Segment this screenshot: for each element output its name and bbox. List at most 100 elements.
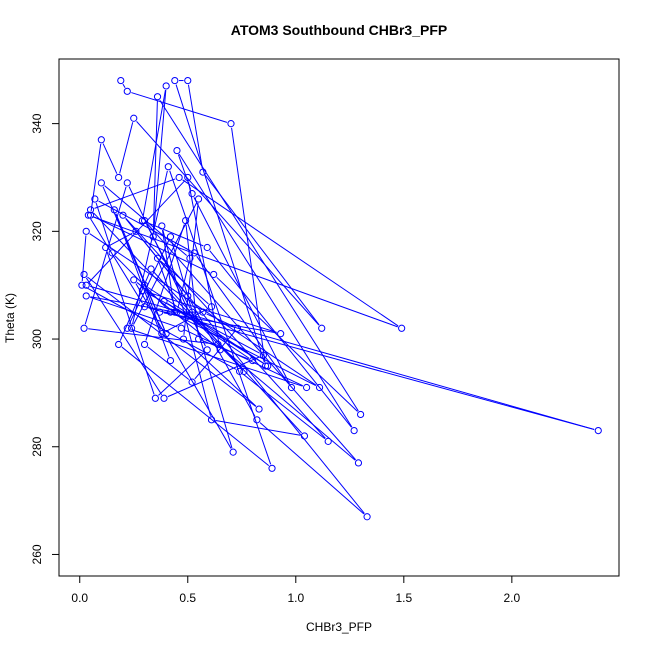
data-point <box>156 308 164 316</box>
data-point <box>82 292 90 300</box>
x-tick-label: 0.5 <box>179 591 196 605</box>
data-point <box>184 76 192 85</box>
data-point <box>158 222 166 230</box>
series-segment <box>152 100 158 233</box>
data-point <box>177 324 185 332</box>
series-segment <box>167 303 250 359</box>
data-series <box>78 76 602 521</box>
data-point <box>162 330 170 338</box>
series-segment <box>169 170 272 465</box>
data-point <box>82 281 90 289</box>
series-segment <box>193 197 290 385</box>
series-segment <box>81 235 87 282</box>
data-point <box>229 448 237 456</box>
series-segment <box>84 186 127 325</box>
data-point <box>268 464 276 472</box>
x-axis: 0.0 0.5 1.0 1.5 2.0 <box>71 575 521 605</box>
series-segment <box>216 276 358 412</box>
data-point <box>140 340 149 349</box>
data-point <box>194 335 203 343</box>
series-segment <box>146 223 357 461</box>
series-segment <box>131 329 303 387</box>
data-point <box>315 383 324 392</box>
series-segment <box>94 178 176 209</box>
y-tick-label: 300 <box>30 329 44 349</box>
data-point <box>184 173 192 182</box>
data-point <box>188 378 196 386</box>
data-point <box>151 394 159 402</box>
data-point <box>354 459 363 467</box>
x-tick-label: 0.0 <box>71 591 88 605</box>
data-point <box>207 303 216 311</box>
data-point <box>363 513 371 521</box>
data-point <box>110 206 118 214</box>
series-segment <box>93 212 242 369</box>
data-point <box>86 211 95 219</box>
series-segment <box>102 143 118 174</box>
data-point <box>233 324 242 332</box>
data-point <box>160 394 168 402</box>
y-tick-label: 260 <box>30 544 44 564</box>
data-point <box>130 276 138 284</box>
series-segment <box>220 346 356 461</box>
data-point <box>171 308 179 316</box>
data-point <box>164 163 172 171</box>
series-segment <box>175 84 265 363</box>
data-point <box>127 324 136 332</box>
data-point <box>357 410 365 419</box>
data-point <box>175 173 183 182</box>
data-point <box>140 216 149 225</box>
series-segment <box>147 287 265 365</box>
series-segment <box>85 277 163 396</box>
x-axis-label: CHBr3_PFP <box>306 620 372 634</box>
data-point <box>160 297 168 305</box>
series-segment <box>165 308 209 333</box>
data-point <box>166 233 175 241</box>
series-segment <box>177 262 190 309</box>
series-segment <box>148 307 595 430</box>
series-segment <box>153 90 167 233</box>
data-point <box>259 351 267 359</box>
series-segment <box>115 213 165 330</box>
series-segment <box>259 422 365 515</box>
x-tick-label: 1.0 <box>287 591 304 605</box>
series-segment <box>88 180 186 283</box>
series-segment <box>161 230 175 309</box>
series-segment <box>159 99 359 412</box>
series-segment <box>98 200 191 252</box>
y-tick-label: 340 <box>30 113 44 133</box>
series-segment <box>146 291 277 333</box>
series-segment <box>182 179 399 327</box>
data-point <box>188 308 196 316</box>
series-segment <box>153 271 302 434</box>
series-segment <box>145 288 161 330</box>
data-point <box>123 87 131 95</box>
data-point <box>240 367 248 375</box>
data-point <box>199 308 207 316</box>
series-segment <box>171 240 233 449</box>
data-point <box>132 227 140 235</box>
data-point <box>82 227 90 235</box>
series-segment <box>206 313 234 327</box>
series-segment <box>209 250 352 428</box>
y-tick-label: 280 <box>30 436 44 456</box>
data-point <box>162 82 170 90</box>
series-segment <box>162 229 211 416</box>
series-segment <box>136 121 320 326</box>
series-segment <box>115 213 170 357</box>
data-point <box>173 308 181 316</box>
series-segment <box>95 202 112 250</box>
series-segment <box>132 170 168 325</box>
series-segment <box>178 153 353 428</box>
series-segment <box>205 175 320 326</box>
data-point <box>102 243 110 252</box>
data-point <box>203 346 211 354</box>
series-segment <box>121 346 270 467</box>
data-point <box>123 324 131 332</box>
data-point <box>324 437 332 445</box>
y-tick-label: 320 <box>30 221 44 241</box>
data-point <box>318 324 326 332</box>
data-point <box>236 367 244 375</box>
series-segment <box>131 92 228 123</box>
